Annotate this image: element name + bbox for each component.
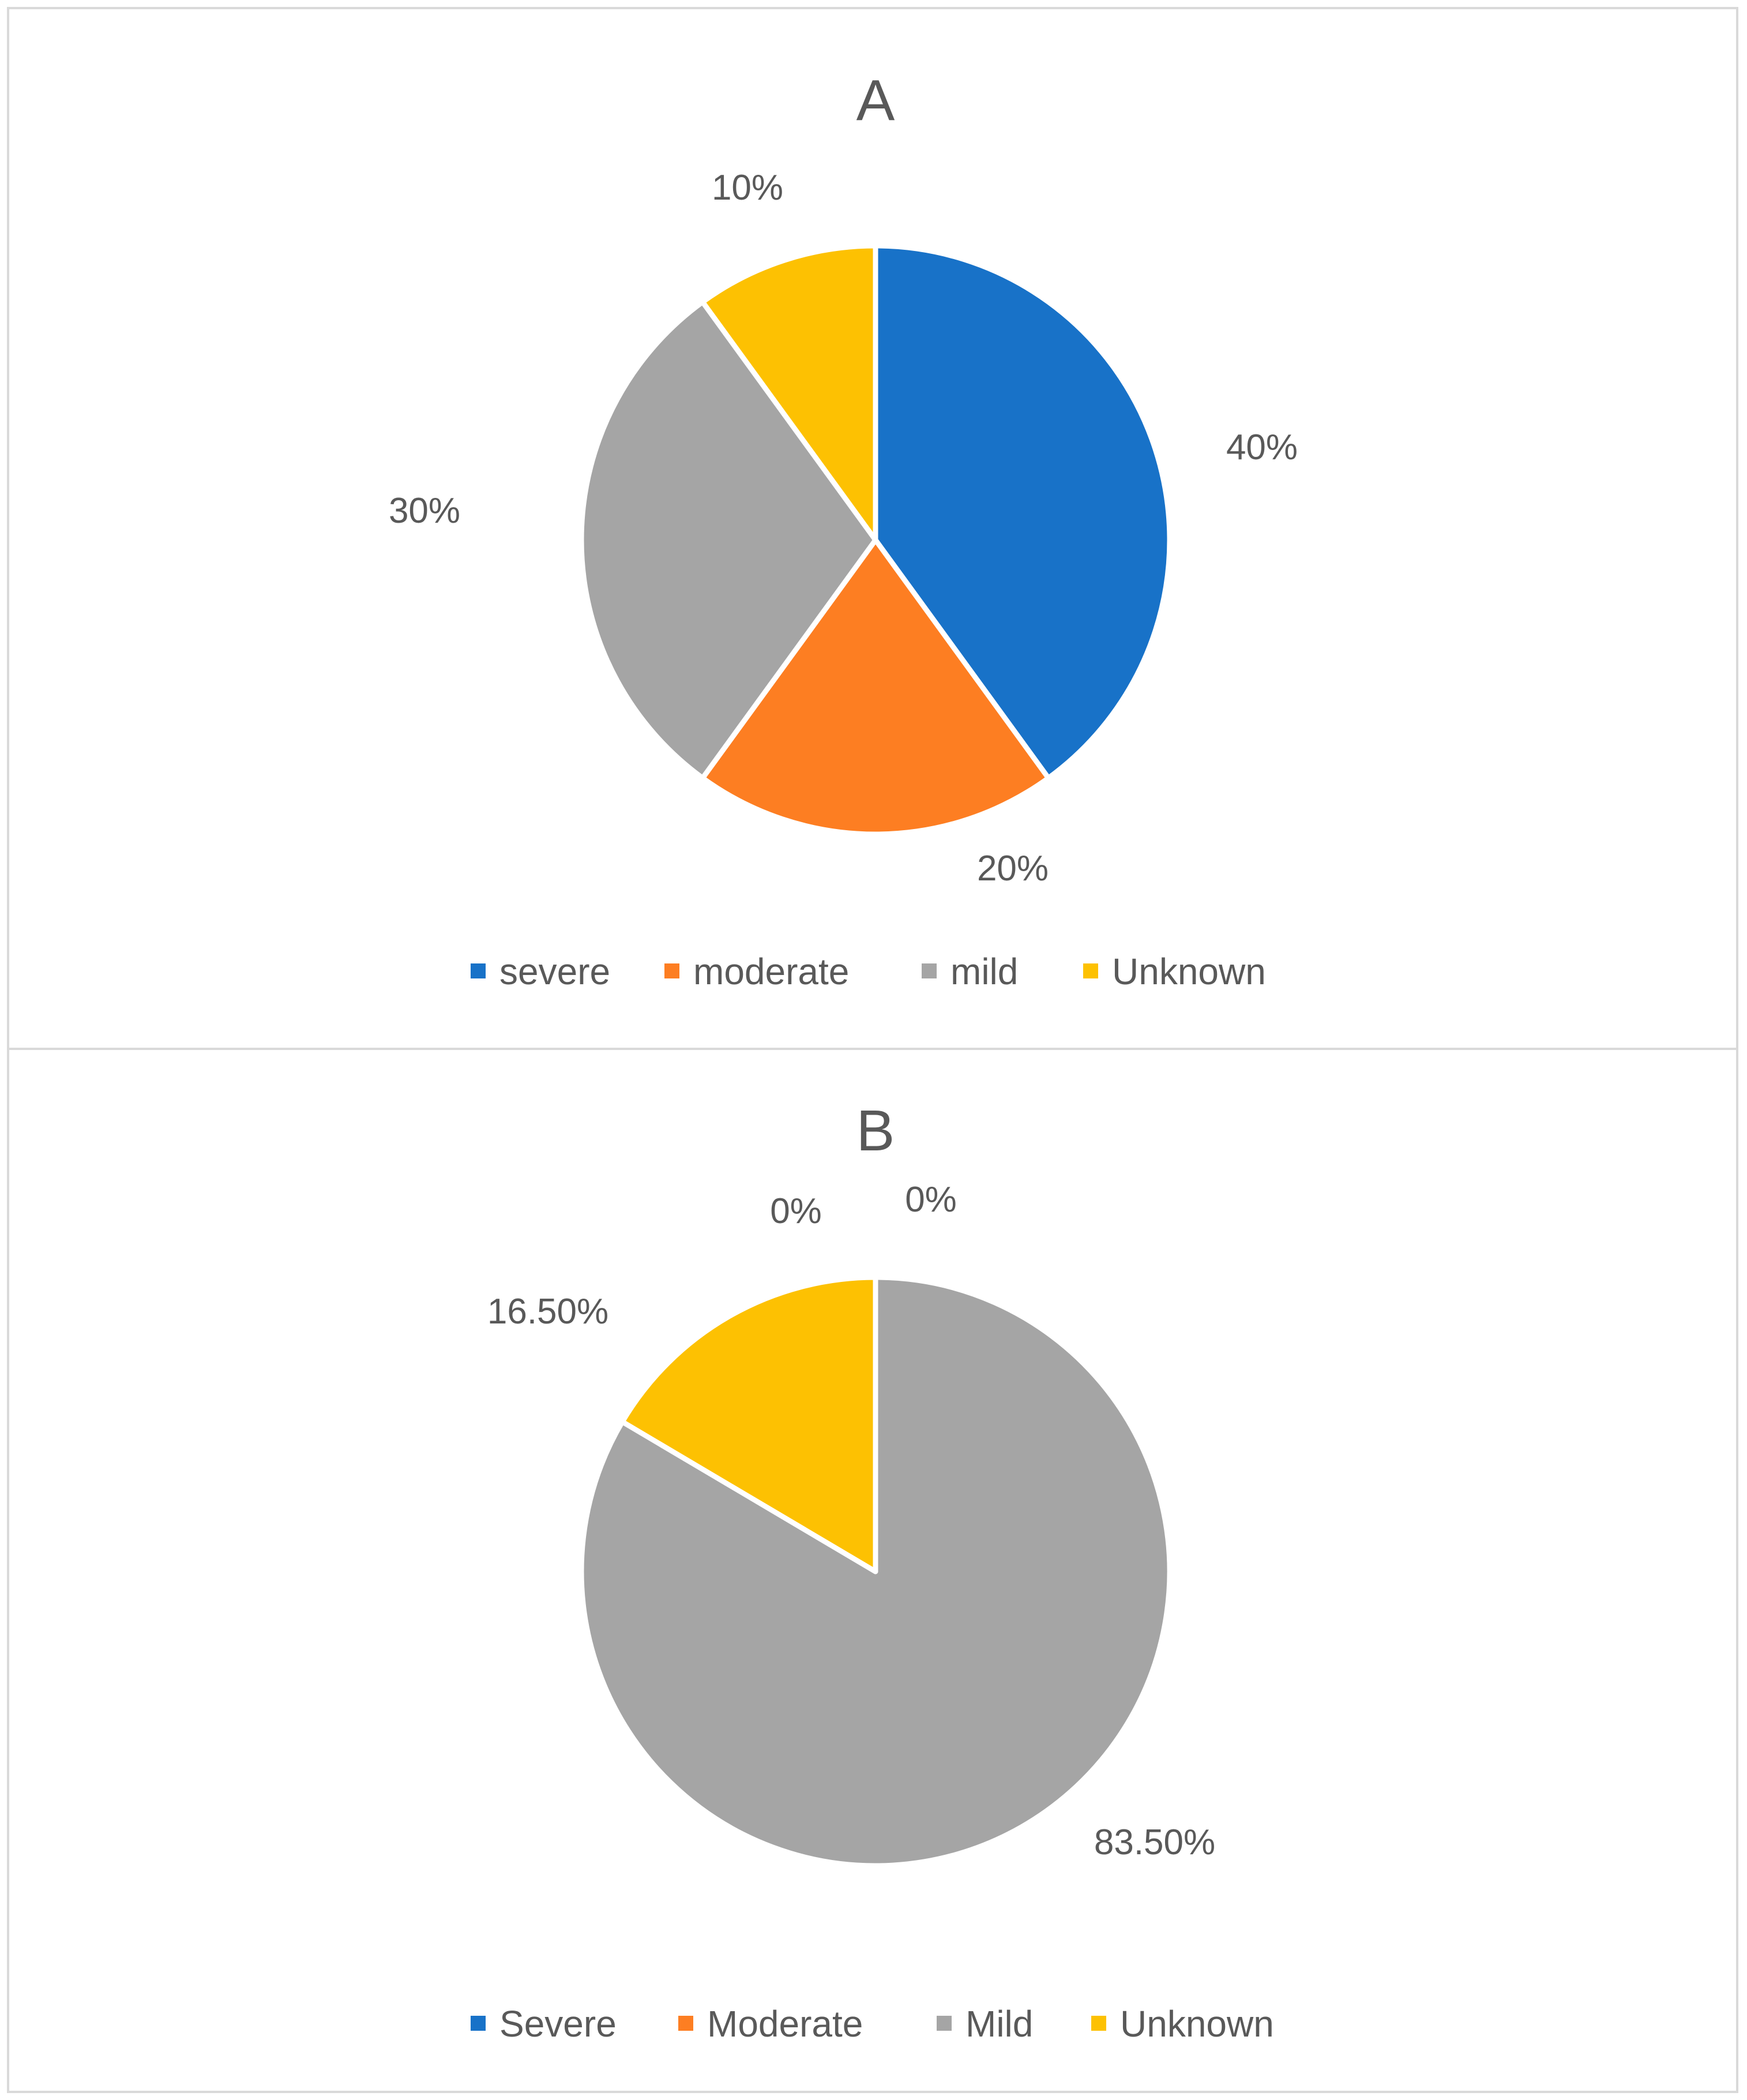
data-label-a-unknown: 10% bbox=[712, 168, 783, 208]
data-label-b-severe: 0% bbox=[770, 1191, 822, 1231]
data-label-b-moderate: 0% bbox=[905, 1180, 957, 1220]
pie-chart-a: A 40% 20% 30% 10% severe moderate mild Unknown bbox=[389, 68, 1298, 992]
legend-swatch-a-unknown bbox=[1083, 963, 1098, 978]
chart-title-b: B bbox=[856, 1098, 895, 1163]
data-label-b-unknown: 16.50% bbox=[487, 1292, 608, 1332]
legend-swatch-b-severe bbox=[471, 2016, 486, 2031]
pie-slices-a bbox=[578, 243, 1173, 837]
legend-label-b-unknown: Unknown bbox=[1120, 2003, 1274, 2045]
legend-label-b-severe: Severe bbox=[499, 2003, 617, 2045]
legend-swatch-a-severe bbox=[471, 963, 486, 978]
legend-a: severe moderate mild Unknown bbox=[471, 951, 1266, 992]
legend-swatch-b-unknown bbox=[1091, 2016, 1106, 2031]
legend-b: Severe Moderate Mild Unknown bbox=[471, 2003, 1274, 2045]
data-label-b-mild: 83.50% bbox=[1094, 1822, 1215, 1862]
legend-swatch-a-moderate bbox=[664, 963, 679, 978]
chart-panel-b: B 0% 0% 83.50% 16.50% Severe Moderate Mild Unk… bbox=[7, 1048, 1738, 2093]
data-labels-a: 40% 20% 30% 10% bbox=[389, 168, 1298, 888]
legend-label-a-moderate: moderate bbox=[693, 951, 849, 992]
chart-panel-a: A 40% 20% 30% 10% severe moderate mild Unknown bbox=[7, 7, 1738, 1050]
pie-slice-a-mild bbox=[578, 299, 878, 781]
pie-slice-a-moderate bbox=[700, 537, 1051, 837]
legend-swatch-b-mild bbox=[937, 2016, 952, 2031]
legend-swatch-a-mild bbox=[922, 963, 937, 978]
legend-label-b-mild: Mild bbox=[965, 2003, 1033, 2045]
pie-slice-a-severe bbox=[873, 243, 1173, 781]
legend-swatch-b-moderate bbox=[678, 2016, 693, 2031]
pie-slice-b-unknown bbox=[619, 1274, 878, 1574]
data-labels-b: 0% 0% 83.50% 16.50% bbox=[487, 1180, 1215, 1862]
legend-label-a-unknown: Unknown bbox=[1112, 951, 1266, 992]
pie-slice-a-unknown bbox=[700, 243, 878, 543]
data-label-a-mild: 30% bbox=[389, 491, 460, 531]
pie-slices-b bbox=[578, 1274, 1173, 1869]
data-label-a-severe: 40% bbox=[1226, 427, 1298, 467]
pie-chart-b: B 0% 0% 83.50% 16.50% Severe Moderate Mild Unk… bbox=[471, 1098, 1274, 2045]
legend-label-a-severe: severe bbox=[499, 951, 610, 992]
legend-label-b-moderate: Moderate bbox=[707, 2003, 863, 2045]
chart-title-a: A bbox=[856, 68, 895, 133]
data-label-a-moderate: 20% bbox=[977, 849, 1049, 888]
legend-label-a-mild: mild bbox=[950, 951, 1018, 992]
